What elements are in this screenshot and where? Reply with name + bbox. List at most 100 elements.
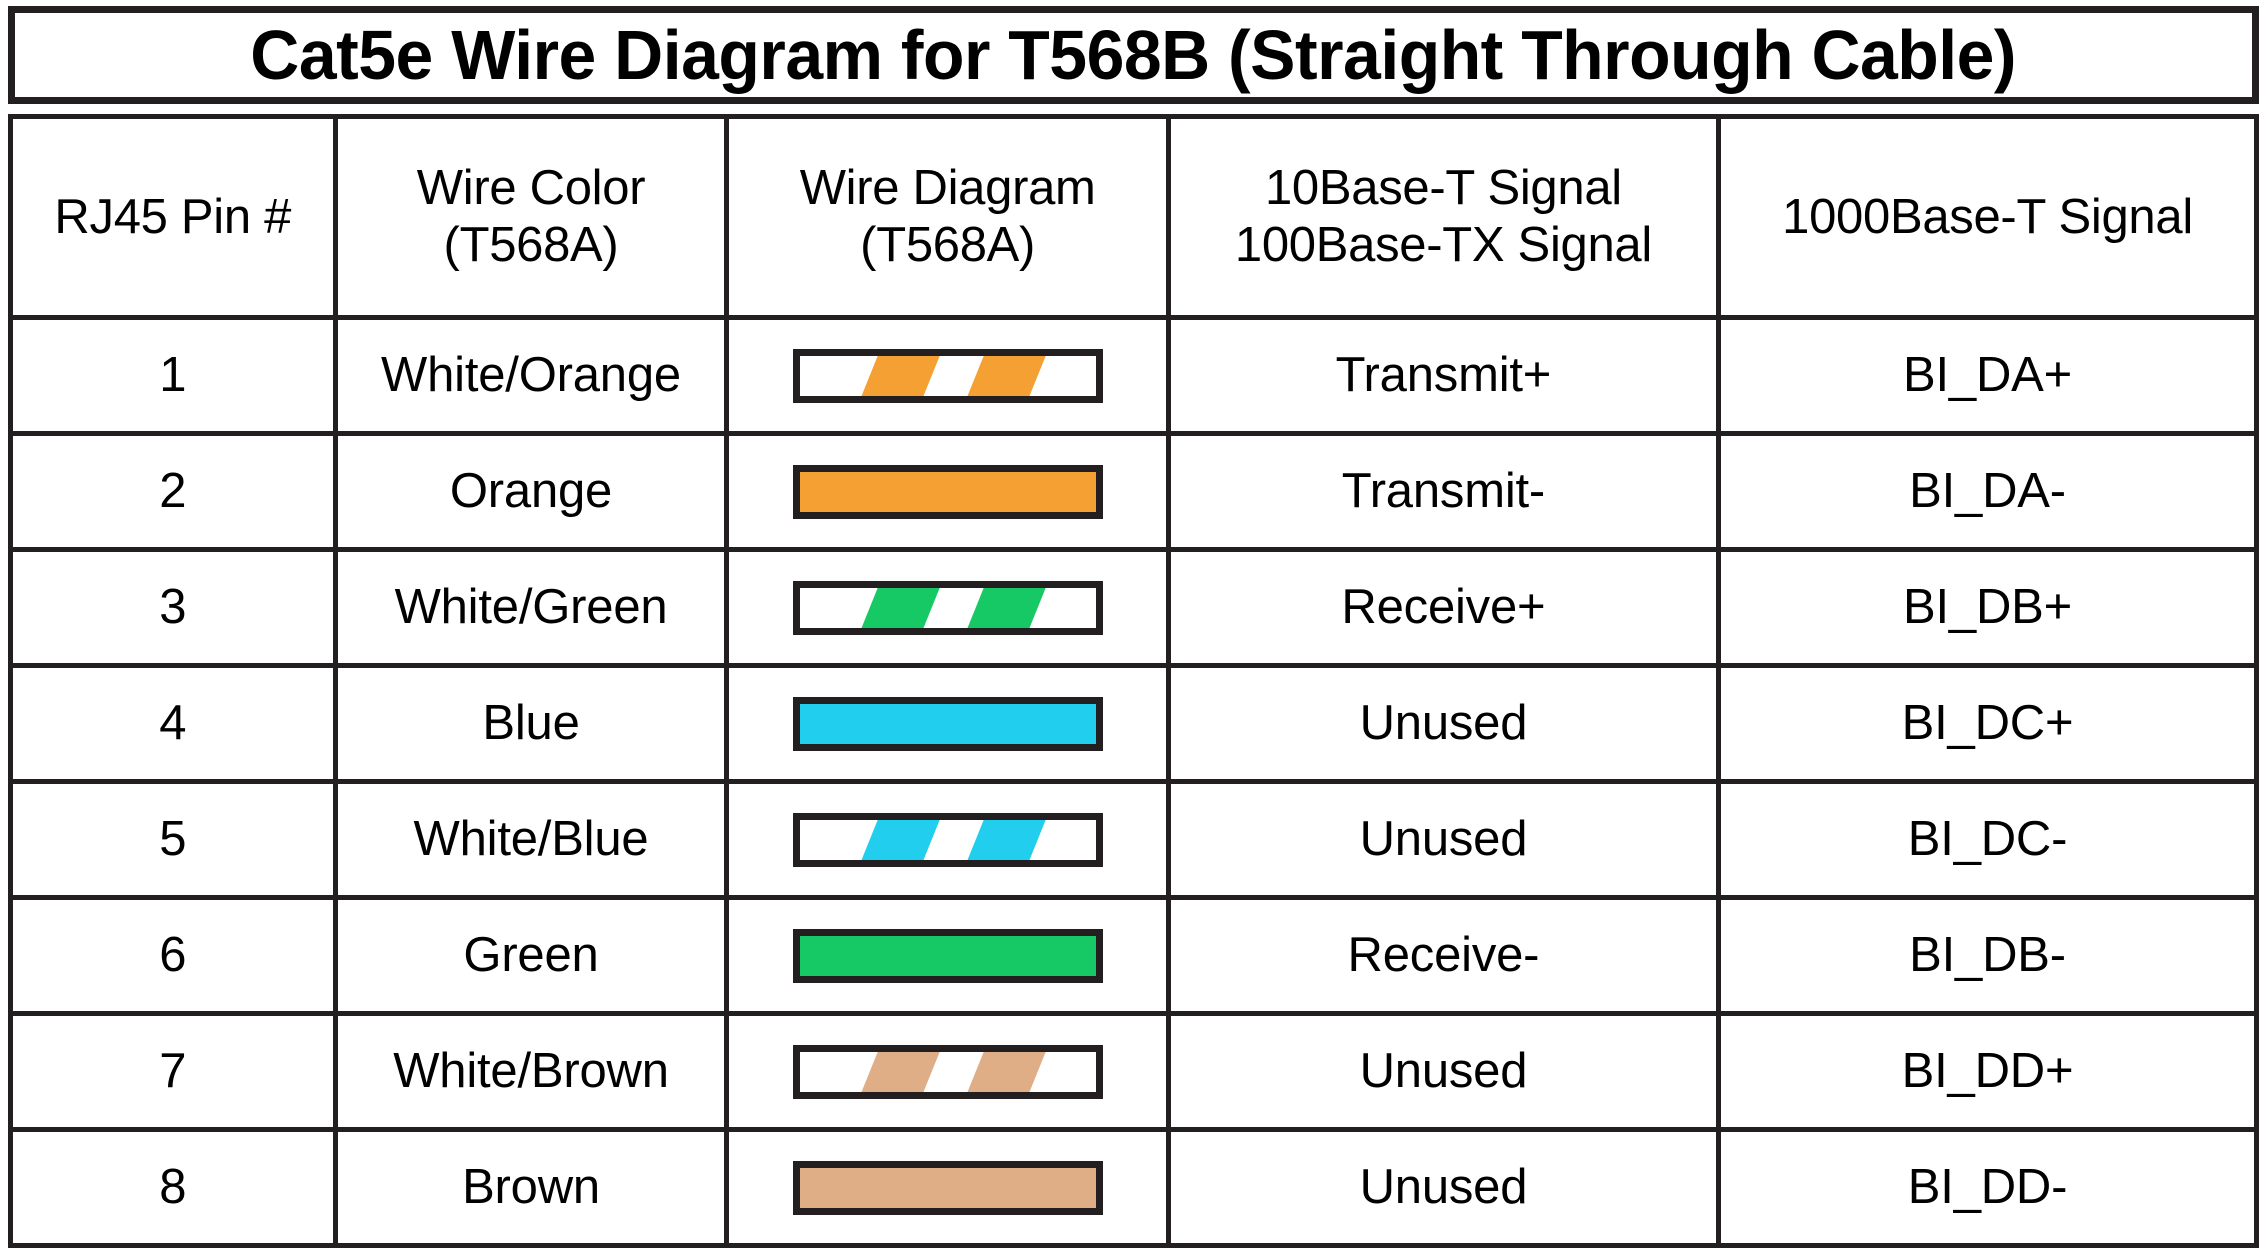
- pin-number-cell: 6: [8, 895, 338, 1016]
- header-1000base-signal-line2: 1000Base-T Signal: [1782, 189, 2193, 244]
- pin-number-cell: 7: [8, 1011, 338, 1132]
- signal-10-100-cell: Unused: [1165, 779, 1722, 900]
- header-wire-diagram-text: Wire Diagram (T568A): [729, 160, 1165, 274]
- pin-number-cell: 1: [8, 315, 338, 436]
- wire-swatch-wrapper: [729, 784, 1165, 895]
- wire-color-cell: White/Brown: [332, 1011, 730, 1132]
- pin-number-cell: 8: [8, 1127, 338, 1248]
- wire-color-cell: Orange: [332, 431, 730, 552]
- wire-fill: [799, 1167, 1096, 1208]
- signal-10-100-cell: Transmit+: [1165, 315, 1722, 436]
- wire-swatch-wrapper: [729, 1132, 1165, 1243]
- wire-swatch-wrapper: [729, 900, 1165, 1011]
- signal-1000-cell: BI_DA-: [1716, 431, 2259, 552]
- page-title: Cat5e Wire Diagram for T568B (Straight T…: [250, 16, 2017, 94]
- wire-color-cell: White/Orange: [332, 315, 730, 436]
- wire-diagram-cell: [724, 431, 1171, 552]
- header-10base-100base-signal-text: 10Base-T Signal 100Base-TX Signal: [1171, 160, 1716, 274]
- wire-fill: [799, 471, 1096, 512]
- wire-diagram-cell: [724, 1011, 1171, 1132]
- header-wire-diagram-line2: (T568A): [860, 218, 1036, 272]
- header-10base-100base-signal-line1: 10Base-T Signal: [1264, 161, 1622, 216]
- wire-color-cell: Green: [332, 895, 730, 1016]
- wire-diagram-cell: [724, 779, 1171, 900]
- wire-fill: [799, 935, 1096, 976]
- wire-stripe: [967, 355, 1051, 396]
- title-banner: Cat5e Wire Diagram for T568B (Straight T…: [8, 6, 2259, 104]
- wire-swatch-wrapper: [729, 436, 1165, 547]
- wire-diagram-cell: [724, 1127, 1171, 1248]
- wire-solid-blue-icon: [792, 696, 1103, 751]
- pin-number-cell: 3: [8, 547, 338, 668]
- signal-10-100-cell: Unused: [1165, 663, 1722, 784]
- pin-number-cell: 2: [8, 431, 338, 552]
- header-wire-diagram-line1: Wire Diagram: [799, 161, 1096, 216]
- wire-swatch-wrapper: [729, 668, 1165, 779]
- header-wire-color: Wire Color (T568A): [332, 114, 730, 320]
- wire-swatch-wrapper: [729, 552, 1165, 663]
- table-row: 4 Blue Unused BI_DC+: [8, 663, 2259, 784]
- table-row: 7 White/Brown Unused BI_DD+: [8, 1011, 2259, 1132]
- wire-stripe: [861, 1051, 945, 1092]
- wire-stripe: [861, 587, 945, 628]
- wire-solid-orange-icon: [792, 464, 1103, 519]
- wire-striped-green-icon: [792, 580, 1103, 635]
- header-1000base-signal-text: 1000Base-T Signal: [1721, 189, 2254, 246]
- wire-swatch-wrapper: [729, 1016, 1165, 1127]
- header-10base-100base-signal-line2: 100Base-TX Signal: [1234, 218, 1652, 272]
- signal-1000-cell: BI_DB+: [1716, 547, 2259, 668]
- header-rj45-pin-line2: RJ45 Pin #: [54, 189, 292, 244]
- pin-number-cell: 4: [8, 663, 338, 784]
- signal-1000-cell: BI_DA+: [1716, 315, 2259, 436]
- table-row: 8 Brown Unused BI_DD-: [8, 1127, 2259, 1248]
- header-10base-100base-signal: 10Base-T Signal 100Base-TX Signal: [1165, 114, 1722, 320]
- wire-striped-orange-icon: [792, 348, 1103, 403]
- wire-stripe: [967, 587, 1051, 628]
- signal-1000-cell: BI_DC-: [1716, 779, 2259, 900]
- wire-solid-brown-icon: [792, 1160, 1103, 1215]
- wire-color-cell: White/Blue: [332, 779, 730, 900]
- wire-stripe: [967, 819, 1051, 860]
- wire-fill: [799, 703, 1096, 744]
- wire-pinout-table: RJ45 Pin # Wire Color (T568A) Wire Diagram(…: [8, 114, 2259, 1248]
- signal-1000-cell: BI_DD-: [1716, 1127, 2259, 1248]
- table-header-row: RJ45 Pin # Wire Color (T568A) Wire Diagram(…: [8, 114, 2259, 320]
- header-wire-color-text: Wire Color (T568A): [338, 160, 725, 274]
- signal-10-100-cell: Unused: [1165, 1127, 1722, 1248]
- signal-10-100-cell: Unused: [1165, 1011, 1722, 1132]
- wire-striped-blue-icon: [792, 812, 1103, 867]
- table-row: 6 Green Receive- BI_DB-: [8, 895, 2259, 1016]
- header-wire-color-line1: Wire Color: [416, 161, 646, 216]
- wire-color-cell: White/Green: [332, 547, 730, 668]
- wire-diagram-cell: [724, 315, 1171, 436]
- header-wire-color-line2: (T568A): [443, 218, 619, 272]
- signal-1000-cell: BI_DD+: [1716, 1011, 2259, 1132]
- pin-number-cell: 5: [8, 779, 338, 900]
- wire-stripe: [861, 355, 945, 396]
- table-row: 3 White/Green Receive+ BI_DB+: [8, 547, 2259, 668]
- signal-10-100-cell: Receive+: [1165, 547, 1722, 668]
- signal-10-100-cell: Transmit-: [1165, 431, 1722, 552]
- table-body: RJ45 Pin # Wire Color (T568A) Wire Diagram(…: [8, 114, 2259, 1248]
- wire-diagram-cell: [724, 547, 1171, 668]
- table-row: 5 White/Blue Unused BI_DC-: [8, 779, 2259, 900]
- wire-striped-brown-icon: [792, 1044, 1103, 1099]
- wire-stripe: [967, 1051, 1051, 1092]
- table-row: 1 White/Orange Transmit+ BI_DA+: [8, 315, 2259, 436]
- wire-diagram-cell: [724, 895, 1171, 1016]
- header-rj45-pin-text: RJ45 Pin #: [13, 189, 333, 246]
- wire-color-cell: Brown: [332, 1127, 730, 1248]
- wire-color-cell: Blue: [332, 663, 730, 784]
- signal-1000-cell: BI_DB-: [1716, 895, 2259, 1016]
- wire-swatch-wrapper: [729, 320, 1165, 431]
- signal-10-100-cell: Receive-: [1165, 895, 1722, 1016]
- header-wire-diagram: Wire Diagram (T568A): [724, 114, 1171, 320]
- table-row: 2 Orange Transmit- BI_DA-: [8, 431, 2259, 552]
- signal-1000-cell: BI_DC+: [1716, 663, 2259, 784]
- wire-diagram-cell: [724, 663, 1171, 784]
- header-rj45-pin: RJ45 Pin #: [8, 114, 338, 320]
- wire-stripe: [861, 819, 945, 860]
- header-1000base-signal: 1000Base-T Signal: [1716, 114, 2259, 320]
- cat5e-wire-diagram-page: Cat5e Wire Diagram for T568B (Straight T…: [8, 6, 2259, 1248]
- wire-solid-green-icon: [792, 928, 1103, 983]
